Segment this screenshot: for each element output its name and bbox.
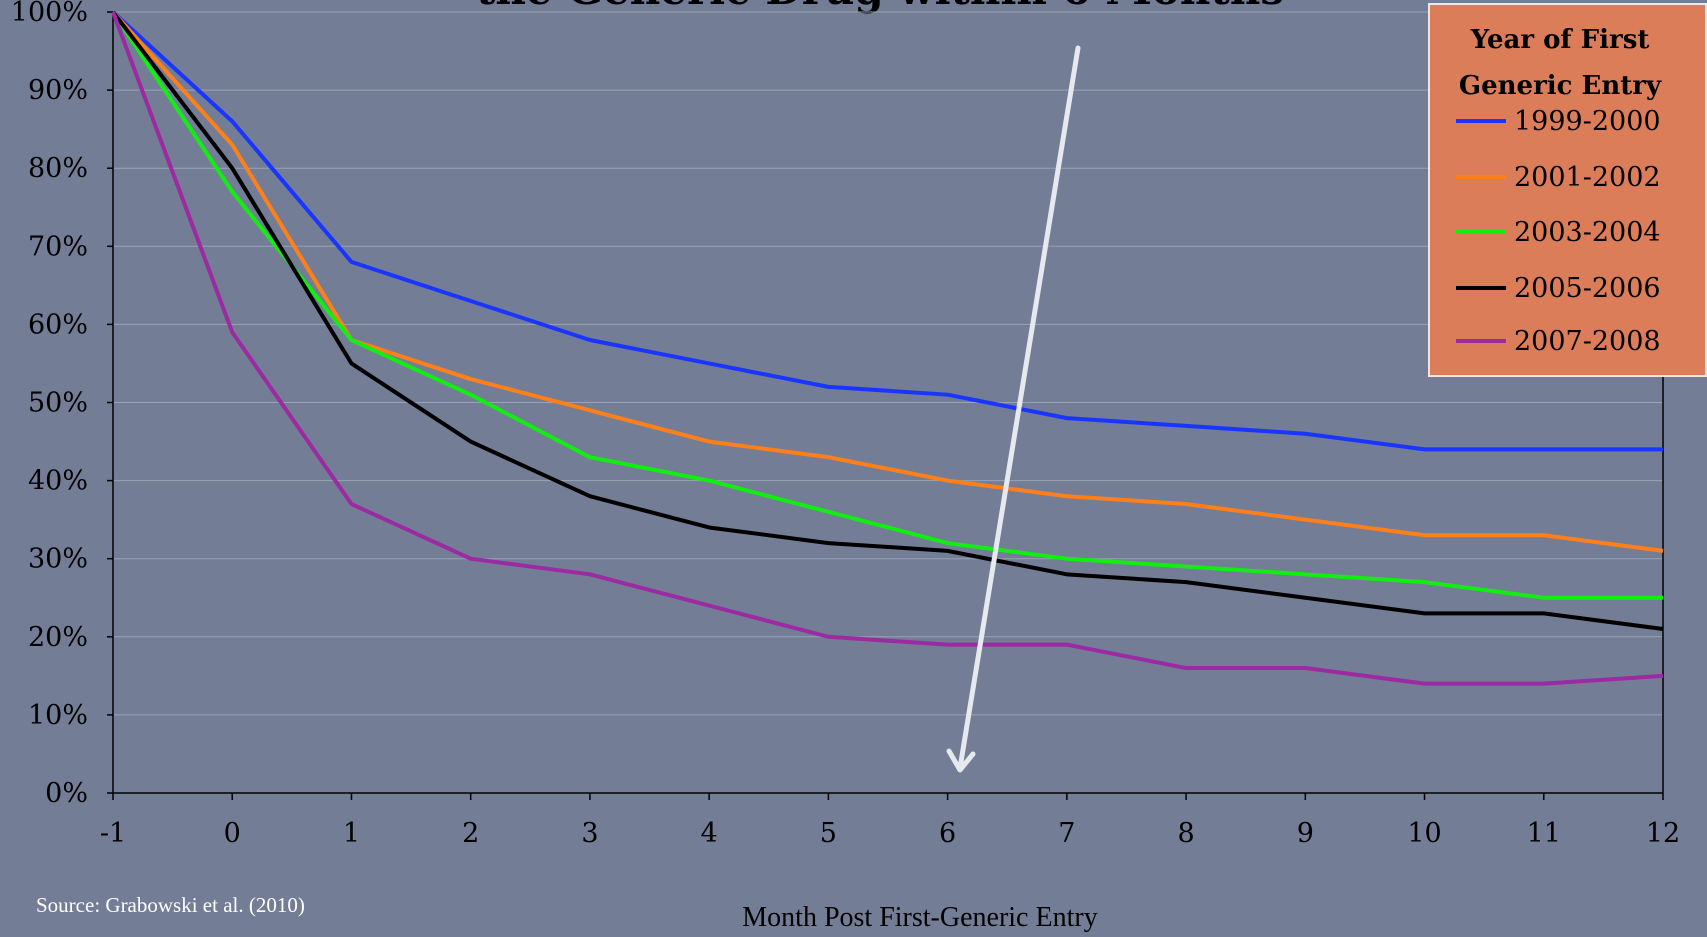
legend-label: 2001-2002 — [1514, 162, 1661, 193]
y-axis-ticks: 0% 10% 20% 30% 40% 50% 60% 70% 80% 90% 100% — [11, 0, 113, 809]
x-axis-ticks: -1 0 1 2 3 4 5 6 7 8 9 10 11 12 — [100, 793, 1680, 849]
legend-swatch — [1456, 230, 1506, 234]
x-tick-label: 1 — [343, 818, 360, 849]
x-tick-label: 6 — [939, 818, 956, 849]
legend-swatch — [1456, 339, 1506, 343]
legend-label: 1999-2000 — [1514, 106, 1661, 137]
x-tick-label: 0 — [224, 818, 241, 849]
y-tick-label: 80% — [28, 153, 88, 184]
y-tick-label: 50% — [28, 388, 88, 419]
legend: Year of First Generic Entry 1999-2000 200… — [1428, 3, 1707, 377]
x-tick-label: 5 — [820, 818, 837, 849]
y-tick-label: 100% — [11, 0, 88, 28]
y-tick-label: 30% — [28, 544, 88, 575]
x-tick-label: 3 — [581, 818, 598, 849]
y-tick-label: 0% — [45, 778, 88, 809]
y-tick-label: 60% — [28, 309, 88, 340]
y-tick-label: 70% — [28, 231, 88, 262]
legend-item: 2001-2002 — [1456, 157, 1661, 197]
x-axis-label: Month Post First-Generic Entry — [0, 902, 1707, 934]
y-tick-label: 90% — [28, 75, 88, 106]
x-tick-label: 12 — [1646, 818, 1680, 849]
legend-swatch — [1456, 175, 1506, 179]
x-tick-label: 2 — [462, 818, 479, 849]
legend-swatch — [1456, 119, 1506, 123]
legend-label: 2005-2006 — [1514, 273, 1661, 304]
x-tick-label: 8 — [1177, 818, 1194, 849]
x-tick-label: 10 — [1407, 818, 1441, 849]
x-tick-label: 9 — [1297, 818, 1314, 849]
legend-title: Year of First Generic Entry — [1430, 5, 1690, 109]
x-tick-label: 7 — [1058, 818, 1075, 849]
y-tick-label: 10% — [28, 700, 88, 731]
x-tick-label: 11 — [1527, 818, 1561, 849]
legend-item: 2007-2008 — [1456, 321, 1661, 361]
legend-item: 2003-2004 — [1456, 212, 1661, 252]
x-tick-label: -1 — [100, 818, 126, 849]
y-tick-label: 20% — [28, 622, 88, 653]
legend-label: 2007-2008 — [1514, 326, 1661, 357]
y-tick-label: 40% — [28, 466, 88, 497]
legend-label: 2003-2004 — [1514, 217, 1661, 248]
x-tick-label: 4 — [701, 818, 718, 849]
legend-item: 2005-2006 — [1456, 268, 1661, 308]
legend-item: 1999-2000 — [1456, 101, 1661, 141]
legend-swatch — [1456, 286, 1506, 290]
